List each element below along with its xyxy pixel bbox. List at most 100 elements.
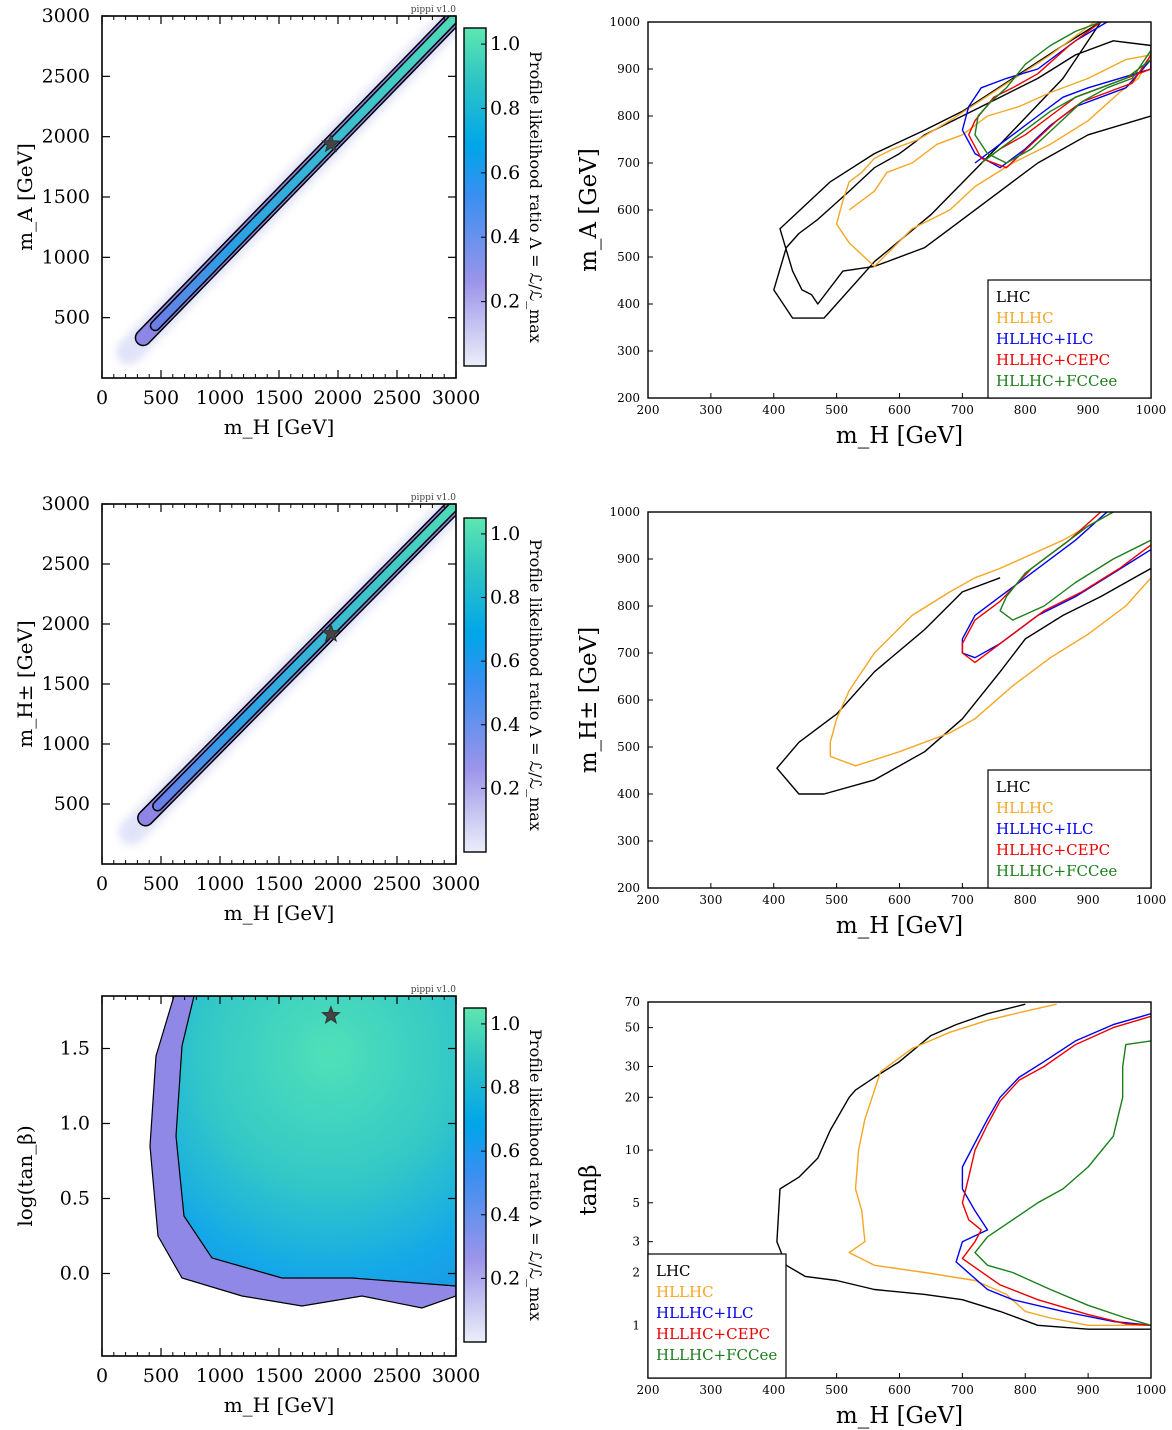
series-line-hllhc-cepc (961, 512, 1151, 664)
legend-entry: HLLHC (656, 1283, 714, 1301)
x-tick-label: 500 (825, 893, 848, 907)
y-tick-label: 300 (617, 344, 640, 358)
legend-entry: HLLHC (996, 309, 1054, 327)
legend: LHC HLLHC HLLHC+ILC HLLHC+CEPC HLLHC+FCCee (987, 769, 1152, 889)
line-plot-area (776, 1003, 1151, 1330)
x-tick-label: 1000 (196, 387, 244, 409)
y-tick-label: 3000 (42, 5, 90, 27)
x-tick-label: 2500 (373, 387, 421, 409)
x-tick-label: 1000 (196, 873, 244, 895)
y-tick-label: 0.0 (60, 1263, 90, 1285)
x-tick-label: 700 (951, 893, 974, 907)
y-tick-label: 30 (625, 1059, 640, 1073)
legend-entry: HLLHC+ILC (656, 1304, 754, 1322)
right-panel-mHpm_zoom: 200 300 400 500 600 700 800 900 1000 200 300 400 500… (576, 505, 1166, 939)
series-line-hllhc-cepc (968, 22, 1151, 169)
legend-entry: HLLHC+CEPC (996, 351, 1110, 369)
right-panel-mA_zoom: 200 300 400 500 600 700 800 900 1000 200 300 400 500… (576, 15, 1166, 449)
pippi-stamp: pippi v1.0 (411, 985, 457, 995)
y-tick-label: 2000 (42, 613, 90, 635)
series-line-hllhc-ilc (961, 22, 1151, 169)
y-tick-label: 5 (632, 1196, 640, 1210)
y-tick-label: 3000 (42, 493, 90, 515)
x-tick-label: 500 (143, 387, 179, 409)
colorbar-tick-label: 0.8 (490, 1077, 520, 1099)
y-tick-label: 70 (625, 995, 640, 1009)
series-line-lhc (776, 567, 1151, 795)
y-tick-label: 400 (617, 297, 640, 311)
x-tick-label: 600 (888, 893, 911, 907)
pippi-stamp: pippi v1.0 (411, 493, 457, 503)
legend-entry: HLLHC+CEPC (656, 1325, 770, 1343)
x-tick-label: 900 (1077, 403, 1100, 417)
y-tick-label: 500 (54, 793, 90, 815)
colorbar: 0.2 0.4 0.6 0.8 1.0 Profile likelihood ratio … (463, 1007, 545, 1343)
x-tick-label: 200 (637, 1383, 660, 1397)
y-tick-label: 200 (617, 391, 640, 405)
series-line-hllhc (829, 512, 1151, 767)
heatmap-area (149, 996, 456, 1309)
y-tick-label: 1000 (609, 15, 640, 29)
legend-entry: LHC (656, 1262, 691, 1280)
x-tick-label: 2500 (373, 1365, 421, 1387)
y-tick-label: 2500 (42, 553, 90, 575)
y-tick-label: 1000 (42, 733, 90, 755)
y-tick-label: 300 (617, 834, 640, 848)
x-tick-label: 600 (888, 403, 911, 417)
x-tick-label: 300 (699, 893, 722, 907)
left-panel-mA_vs_mH: pippi v1.0 0 500 1000 1500 2000 2500 3000 500 100… (13, 5, 545, 439)
y-tick-label: 500 (617, 740, 640, 754)
line-plot-area (776, 512, 1151, 795)
colorbar: 0.2 0.4 0.6 0.8 1.0 Profile likelihood ratio … (463, 517, 545, 853)
colorbar-tick-label: 1.0 (490, 1013, 520, 1035)
colorbar-tick-label: 0.2 (490, 1267, 520, 1289)
colorbar-tick-label: 0.2 (490, 291, 520, 313)
y-tick-label: 50 (625, 1021, 640, 1035)
x-tick-label: 700 (951, 403, 974, 417)
y-tick-label: 10 (625, 1143, 640, 1157)
legend-entry: HLLHC+FCCee (996, 372, 1117, 390)
x-tick-label: 0 (96, 873, 108, 895)
series-line-lhc (776, 1003, 1151, 1330)
y-axis-label: tanβ (576, 1164, 602, 1215)
legend-entry: LHC (996, 778, 1031, 796)
y-axis-label: m_A [GeV] (576, 148, 602, 272)
left-panel-logtanb_vs_mH: pippi v1.0 0 500 1000 1500 2000 2500 3000 0.0 0.5… (13, 985, 545, 1417)
legend-entry: HLLHC+ILC (996, 820, 1094, 838)
y-tick-label: 600 (617, 203, 640, 217)
y-axis-label: log(tan_β) (13, 1125, 37, 1226)
y-axis-label: m_H± [GeV] (576, 627, 602, 774)
colorbar-tick-label: 0.6 (490, 1140, 520, 1162)
x-tick-label: 1500 (255, 873, 303, 895)
x-tick-label: 1500 (255, 387, 303, 409)
x-tick-label: 0 (96, 387, 108, 409)
x-tick-label: 600 (888, 1383, 911, 1397)
y-tick-label: 2 (632, 1266, 640, 1280)
left-panel-mHpm_vs_mH: pippi v1.0 0 500 1000 1500 2000 2500 3000 500 100… (13, 493, 545, 925)
y-tick-label: 1500 (42, 186, 90, 208)
series-line-hllhc-cepc (961, 1015, 1151, 1326)
x-tick-label: 3000 (432, 1365, 480, 1387)
colorbar-tick-label: 0.8 (490, 97, 520, 119)
y-tick-label: 900 (617, 552, 640, 566)
colorbar-tick-label: 0.2 (490, 777, 520, 799)
heatmap-area (118, 504, 456, 845)
heatmap-area (116, 16, 456, 365)
x-tick-label: 1000 (1136, 893, 1167, 907)
colorbar-gradient (463, 1007, 487, 1343)
legend-box (647, 1253, 787, 1379)
x-tick-label: 300 (699, 1383, 722, 1397)
y-tick-label: 2000 (42, 126, 90, 148)
x-tick-label: 3000 (432, 873, 480, 895)
colorbar-label: Profile likelihood ratio Λ = ℒ/ℒ_max (526, 51, 545, 343)
x-tick-label: 1000 (196, 1365, 244, 1387)
x-tick-label: 800 (1014, 403, 1037, 417)
colorbar-tick-label: 0.4 (490, 226, 520, 248)
series-line-hllhc-fccee (974, 22, 1151, 164)
x-tick-label: 900 (1077, 1383, 1100, 1397)
x-axis-label: m_H [GeV] (836, 913, 963, 939)
colorbar-tick-label: 1.0 (490, 33, 520, 55)
colorbar-tick-label: 1.0 (490, 523, 520, 545)
x-tick-label: 200 (637, 403, 660, 417)
best-fit-star (321, 1005, 341, 1024)
